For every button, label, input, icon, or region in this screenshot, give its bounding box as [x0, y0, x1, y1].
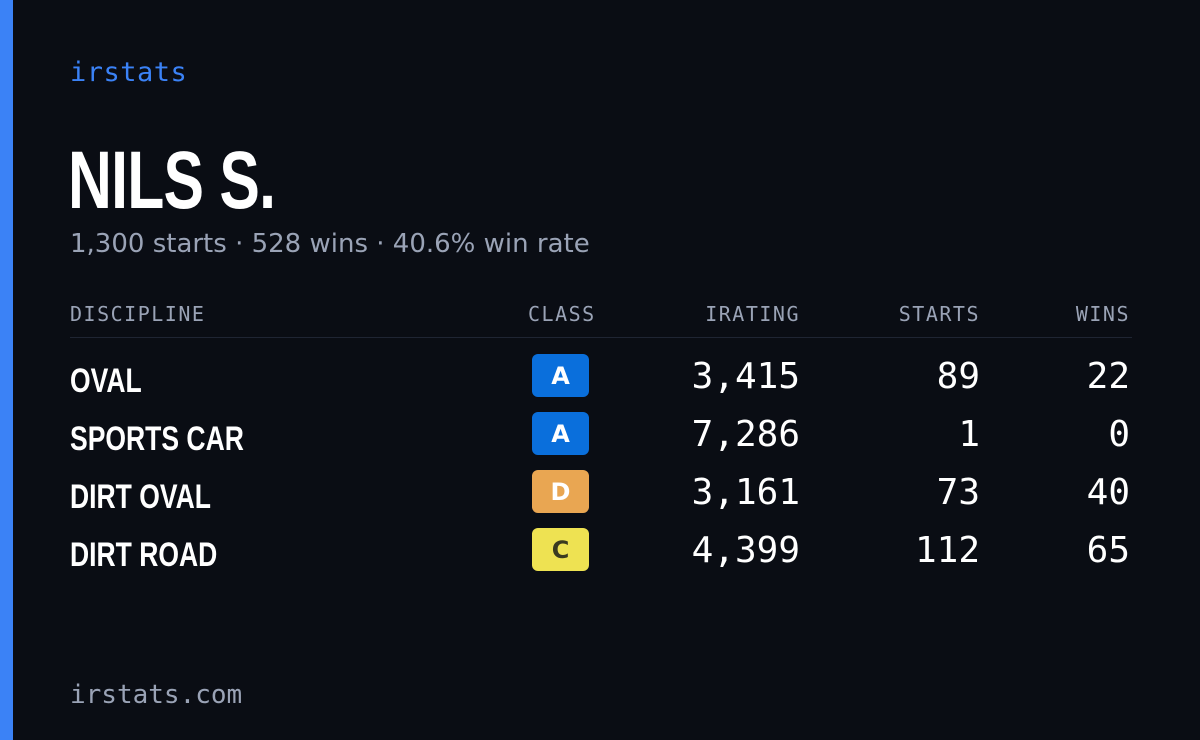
class-badge: A	[532, 354, 589, 397]
table-row: SPORTS CAR A 7,286 1 0	[70, 410, 1132, 468]
irating-value: 4,399	[691, 530, 800, 571]
discipline-label: SPORTS CAR	[70, 420, 244, 458]
starts-value: 112	[914, 530, 980, 571]
discipline-label: OVAL	[70, 362, 142, 400]
player-name: NILS S.	[68, 135, 276, 226]
table-row: DIRT ROAD C 4,399 112 65	[70, 526, 1132, 584]
class-badge: D	[532, 470, 589, 513]
header-irating: IRATING	[705, 302, 800, 326]
player-summary: 1,300 starts · 528 wins · 40.6% win rate	[70, 229, 590, 259]
discipline-label: DIRT OVAL	[70, 478, 211, 516]
header-wins: WINS	[1075, 302, 1130, 326]
starts-value: 89	[936, 356, 980, 397]
irating-value: 3,415	[691, 356, 800, 397]
table-row: OVAL A 3,415 89 22	[70, 352, 1132, 410]
wins-value: 0	[1108, 414, 1130, 455]
discipline-table: OVAL A 3,415 89 22 SPORTS CAR A 7,286 1 …	[70, 352, 1132, 584]
discipline-label: DIRT ROAD	[70, 536, 218, 574]
wins-value: 65	[1086, 530, 1130, 571]
header-starts: STARTS	[898, 302, 980, 326]
wins-value: 22	[1086, 356, 1130, 397]
starts-value: 73	[936, 472, 980, 513]
irating-value: 3,161	[691, 472, 800, 513]
stats-card: irstats NILS S. 1,300 starts · 528 wins …	[68, 0, 1132, 740]
wins-value: 40	[1086, 472, 1130, 513]
irating-value: 7,286	[691, 414, 800, 455]
brand-logo: irstats	[70, 57, 188, 88]
footer-domain: irstats.com	[70, 680, 243, 710]
table-row: DIRT OVAL D 3,161 73 40	[70, 468, 1132, 526]
header-discipline: DISCIPLINE	[70, 302, 206, 326]
starts-value: 1	[958, 414, 980, 455]
header-class: CLASS	[528, 302, 596, 326]
table-header: DISCIPLINE CLASS IRATING STARTS WINS	[70, 298, 1132, 338]
accent-bar	[0, 0, 13, 740]
class-badge: C	[532, 528, 589, 571]
class-badge: A	[532, 412, 589, 455]
